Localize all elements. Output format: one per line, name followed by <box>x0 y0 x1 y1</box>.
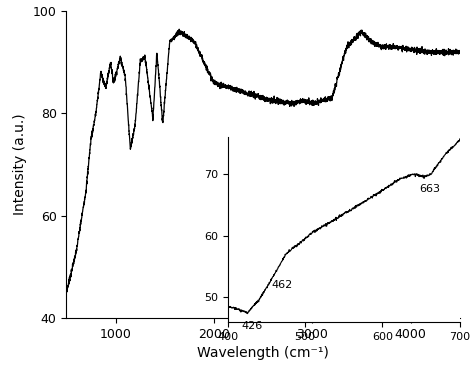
Text: 462: 462 <box>272 280 293 290</box>
X-axis label: Wavelength (cm⁻¹): Wavelength (cm⁻¹) <box>197 346 329 360</box>
Y-axis label: Intensity (a.u.): Intensity (a.u.) <box>13 114 27 215</box>
Text: 426: 426 <box>241 321 263 331</box>
Text: 663: 663 <box>419 184 440 194</box>
